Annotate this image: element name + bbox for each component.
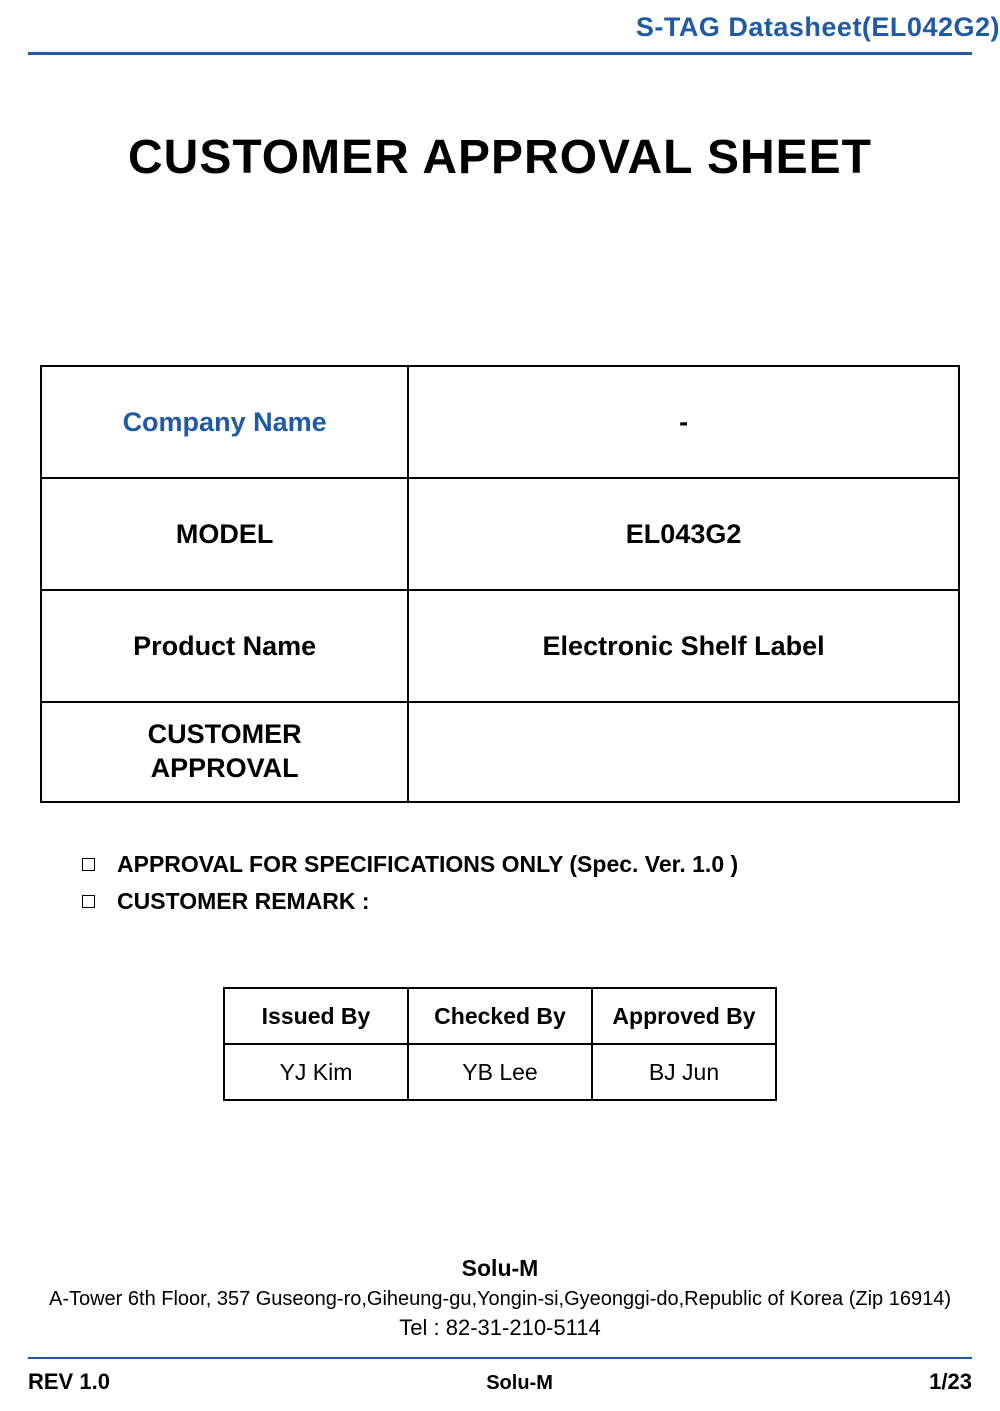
info-value-model: EL043G2 (408, 478, 959, 590)
sign-header-checked: Checked By (408, 988, 592, 1044)
sign-value-issued: YJ Kim (224, 1044, 408, 1100)
info-value-approval (408, 702, 959, 802)
checkbox-icon (82, 895, 95, 908)
header-title: S-TAG Datasheet(EL042G2) (636, 12, 1000, 43)
company-name: Solu-M (28, 1255, 972, 1282)
check-item: CUSTOMER REMARK : (82, 888, 960, 915)
sign-table: Issued By Checked By Approved By YJ Kim … (223, 987, 777, 1101)
info-label-company: Company Name (41, 366, 408, 478)
page-title: CUSTOMER APPROVAL SHEET (40, 130, 960, 185)
info-label-approval: CUSTOMERAPPROVAL (41, 702, 408, 802)
company-tel: Tel : 82-31-210-5114 (28, 1315, 972, 1341)
footer: REV 1.0 Solu-M 1/23 (28, 1369, 972, 1395)
checklist: APPROVAL FOR SPECIFICATIONS ONLY (Spec. … (82, 851, 960, 915)
sign-value-approved: BJ Jun (592, 1044, 776, 1100)
check-item: APPROVAL FOR SPECIFICATIONS ONLY (Spec. … (82, 851, 960, 878)
checkbox-icon (82, 858, 95, 871)
check-item-label: APPROVAL FOR SPECIFICATIONS ONLY (Spec. … (117, 851, 738, 878)
info-value-product: Electronic Shelf Label (408, 590, 959, 702)
check-item-label: CUSTOMER REMARK : (117, 888, 370, 915)
sign-header-issued: Issued By (224, 988, 408, 1044)
info-label-product: Product Name (41, 590, 408, 702)
footer-rev: REV 1.0 (28, 1369, 110, 1395)
footer-brand: Solu-M (486, 1372, 553, 1395)
info-value-company: - (408, 366, 959, 478)
sign-header-approved: Approved By (592, 988, 776, 1044)
footer-rule (28, 1357, 972, 1359)
company-block: Solu-M A-Tower 6th Floor, 357 Guseong-ro… (28, 1255, 972, 1341)
info-table: Company Name - MODEL EL043G2 Product Nam… (40, 365, 960, 803)
company-address: A-Tower 6th Floor, 357 Guseong-ro,Giheun… (28, 1288, 972, 1311)
header-rule (28, 52, 972, 55)
sign-value-checked: YB Lee (408, 1044, 592, 1100)
footer-page: 1/23 (929, 1369, 972, 1395)
info-label-model: MODEL (41, 478, 408, 590)
